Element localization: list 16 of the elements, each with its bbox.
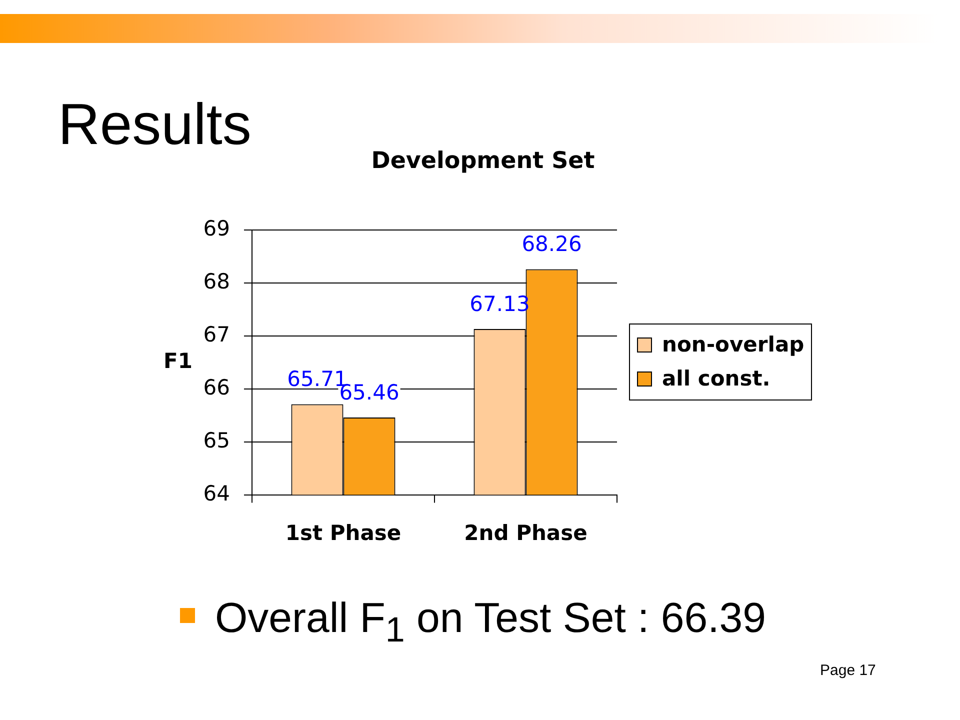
y-tick-label: 66: [203, 375, 230, 400]
data-label: 68.26: [522, 232, 582, 256]
legend-label: non-overlap: [662, 332, 804, 356]
x-tick-label: 1st Phase: [285, 520, 402, 545]
chart-subtitle: Development Set: [370, 148, 596, 174]
y-tick-label: 68: [203, 269, 230, 294]
text: Page 17: [820, 662, 876, 679]
y-tick-label: 65: [203, 428, 230, 452]
x-tick-label: 2nd Phase: [464, 520, 588, 545]
chart-title: Results: [58, 92, 252, 157]
legend-label: all const.: [662, 366, 770, 390]
y-tick-label: 64: [203, 481, 230, 506]
y-axis-title: F1: [164, 348, 192, 373]
y-tick-label: 69: [203, 216, 230, 240]
y-tick-label: 67: [203, 322, 230, 346]
text: Overall F$_{1}$ on Test Set : 66.39: [215, 594, 766, 650]
